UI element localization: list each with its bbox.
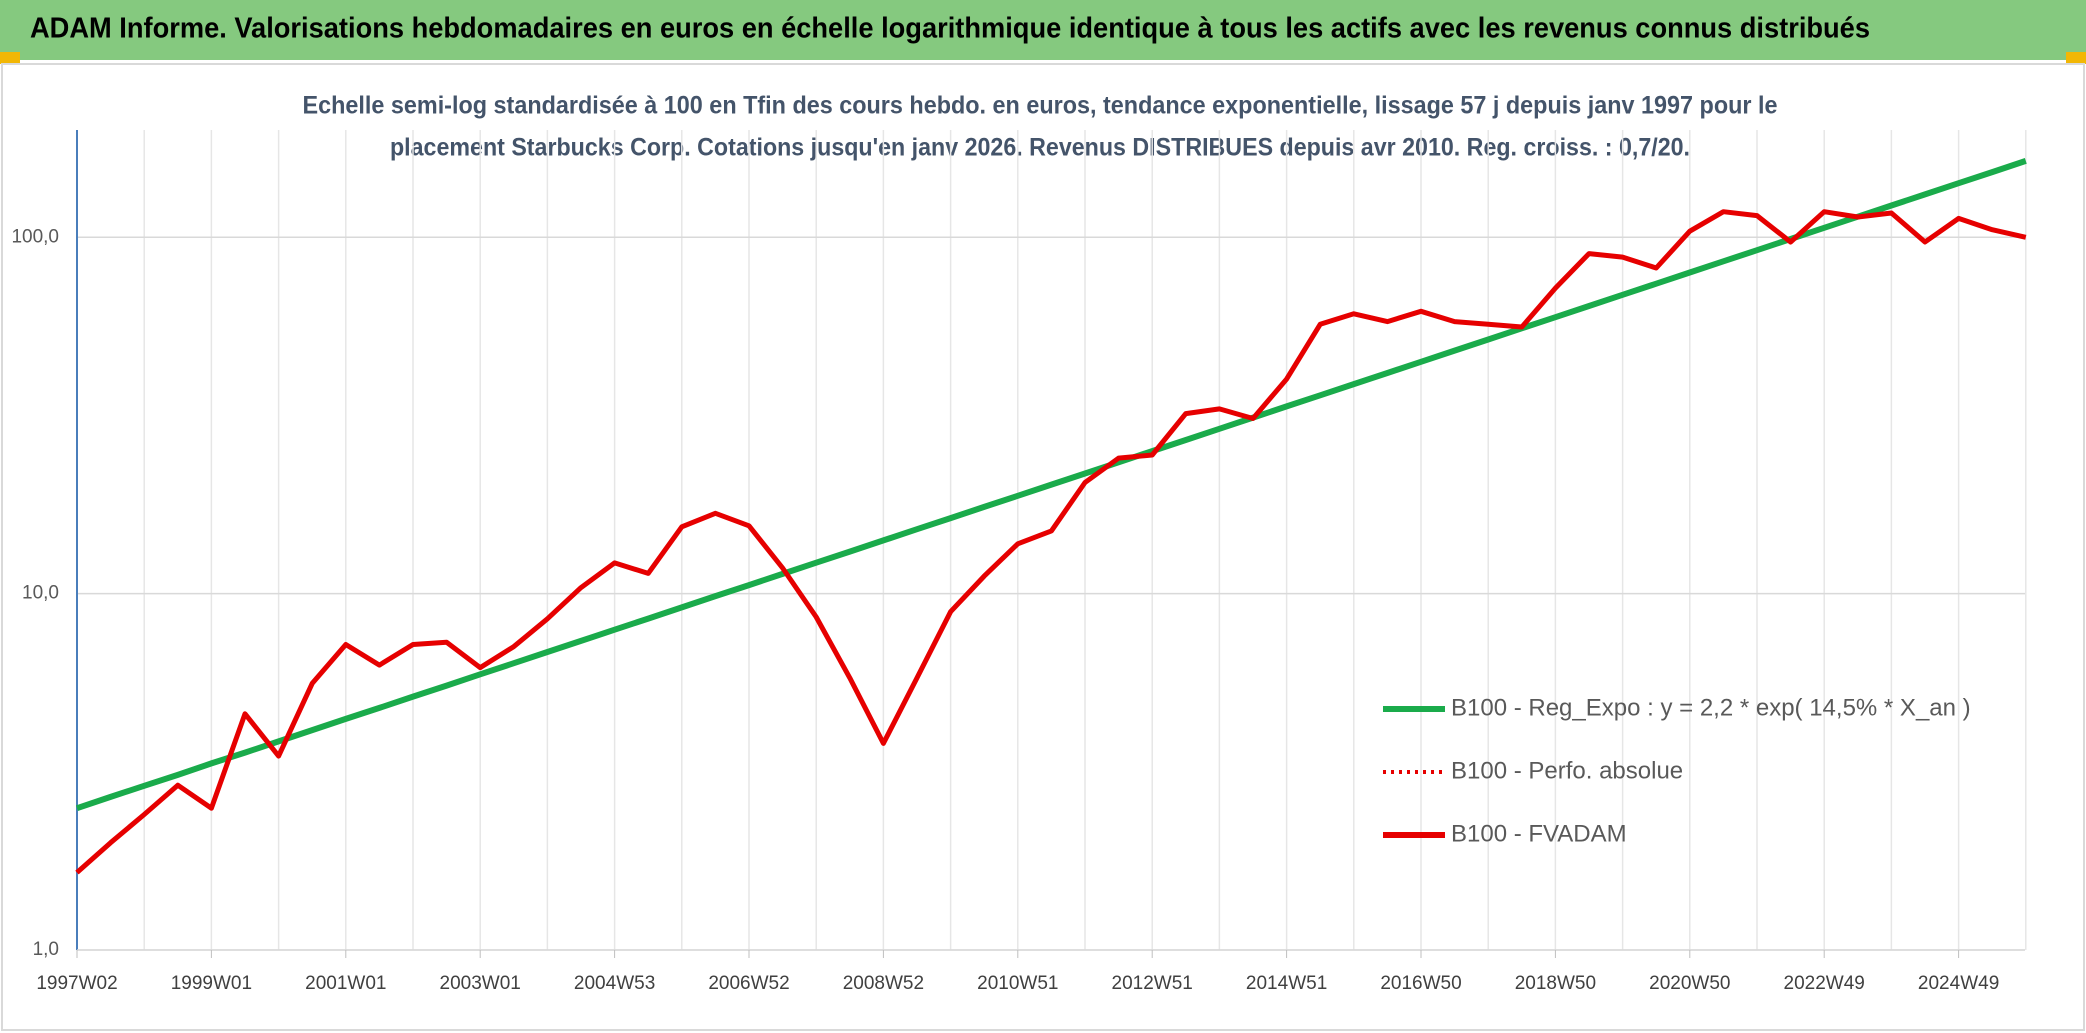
x-tick-label: 2001W01 [305,973,386,994]
chart-subtitle: Echelle semi-log standardisée à 100 en T… [303,92,1778,120]
x-tick-label: 2020W50 [1649,973,1730,994]
series-line [76,158,2027,812]
x-tick-label: 2012W51 [1112,973,1193,994]
corner-mark [2066,52,2086,64]
corner-mark [0,52,20,64]
chart-subtitle: placement Starbucks Corp. Cotations jusq… [390,134,1690,162]
x-tick-label: 2004W53 [574,973,655,994]
legend-label: B100 - Perfo. absolue [1451,757,1683,784]
x-tick-label: 2006W52 [708,973,789,994]
legend-label: B100 - FVADAM [1451,820,1627,847]
series-line [75,209,2027,875]
x-tick-label: 1999W01 [171,973,252,994]
legend-label: B100 - Reg_Expo : y = 2,2 * exp( 14,5% *… [1451,694,1971,721]
x-tick-label: 2024W49 [1918,973,1999,994]
x-tick-label: 2014W51 [1246,973,1327,994]
x-tick-label: 2018W50 [1515,973,1596,994]
y-tick-label: 10,0 [22,583,59,604]
y-tick-label: 100,0 [11,226,59,247]
x-tick-label: 1997W02 [36,973,117,994]
chart-title: ADAM Informe. Valorisations hebdomadaire… [30,13,1870,45]
y-tick-label: 1,0 [33,939,59,960]
x-tick-label: 2022W49 [1784,973,1865,994]
x-tick-label: 2010W51 [977,973,1058,994]
x-tick-label: 2008W52 [843,973,924,994]
x-tick-label: 2003W01 [440,973,521,994]
title-banner [0,0,2086,60]
chart-frame [1,63,2085,1031]
x-tick-label: 2016W50 [1380,973,1461,994]
